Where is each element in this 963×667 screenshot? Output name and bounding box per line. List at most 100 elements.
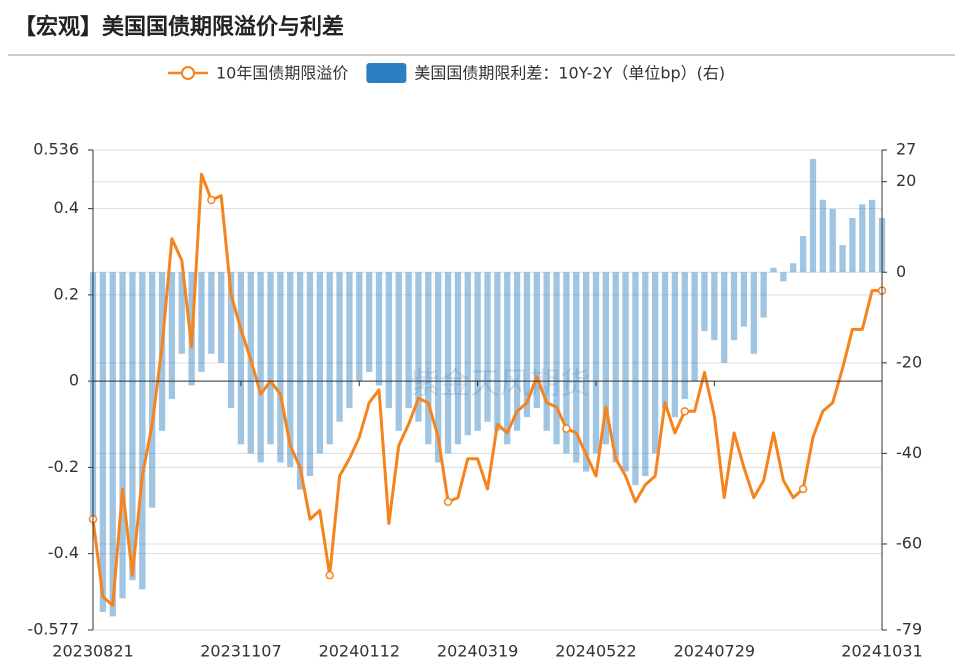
- legend-swatch: [366, 63, 407, 83]
- bar: [652, 272, 659, 454]
- bar: [780, 272, 787, 282]
- y-tick-label: 0.4: [54, 198, 79, 217]
- bar: [139, 272, 146, 590]
- legend-label: 10年国债期限溢价: [216, 64, 348, 83]
- legend-marker: [181, 66, 195, 80]
- bar: [602, 272, 610, 445]
- x-tick-label: 20240729: [674, 642, 755, 661]
- bar: [405, 272, 412, 409]
- line: [91, 172, 882, 607]
- watermark: 紫金天风期货: [410, 367, 590, 402]
- bar: [316, 272, 323, 454]
- bar: [198, 272, 205, 372]
- y-tick-label: -0.577: [27, 620, 79, 639]
- bar: [839, 245, 846, 273]
- bar: [622, 272, 629, 472]
- bar: [612, 272, 619, 463]
- y2-tick-label: 20: [896, 171, 916, 190]
- bar: [681, 272, 688, 400]
- y-tick-label: 0.536: [33, 140, 79, 159]
- bar: [494, 272, 501, 431]
- bar: [513, 272, 521, 431]
- bar: [257, 272, 264, 463]
- bar: [592, 272, 600, 454]
- bar: [415, 272, 422, 422]
- bar: [819, 199, 826, 273]
- bar: [435, 272, 442, 463]
- bar: [859, 204, 866, 273]
- bar: [356, 272, 363, 381]
- bar: [523, 272, 531, 418]
- bar: [799, 236, 807, 273]
- bar: [632, 272, 639, 486]
- y2-tick-label: -79: [896, 620, 922, 639]
- bar: [504, 272, 511, 445]
- bar: [563, 272, 570, 454]
- bar: [365, 272, 373, 372]
- bar: [721, 272, 728, 363]
- bar: [484, 272, 491, 422]
- bar: [671, 272, 679, 418]
- bar: [740, 272, 748, 327]
- bar: [346, 272, 353, 409]
- x-tick-label: 20240112: [319, 642, 400, 661]
- y2-tick-label: 27: [896, 140, 916, 159]
- bar: [119, 272, 126, 599]
- x-tick-label: 20240522: [555, 642, 636, 661]
- bar: [464, 272, 471, 436]
- y2-tick-label: 0: [896, 262, 906, 281]
- bar: [790, 263, 797, 273]
- bar: [168, 272, 176, 400]
- bar: [149, 272, 156, 508]
- bar: [287, 272, 294, 467]
- bar: [543, 272, 550, 431]
- y2-tick-label: -60: [896, 533, 922, 552]
- bar: [750, 272, 757, 354]
- bar: [277, 272, 284, 463]
- bar: [474, 272, 481, 431]
- y-tick-label: -0.4: [48, 543, 79, 562]
- bar: [444, 272, 452, 454]
- bar: [849, 217, 856, 273]
- bar: [129, 272, 136, 581]
- bar: [326, 272, 333, 445]
- bar: [553, 272, 560, 445]
- bar: [730, 272, 738, 341]
- x-tick-label: 20241031: [841, 642, 922, 661]
- bar: [208, 272, 215, 354]
- bar: [701, 272, 708, 332]
- x-tick-label: 20231107: [200, 642, 281, 661]
- bar: [454, 272, 462, 445]
- bar: [385, 272, 393, 409]
- line-point: [798, 484, 808, 494]
- bar: [109, 272, 116, 617]
- bar: [809, 159, 817, 273]
- bar: [661, 272, 669, 409]
- bar: [336, 272, 343, 422]
- line-point: [680, 407, 689, 416]
- y-tick-label: -0.2: [48, 457, 79, 476]
- bar: [582, 272, 590, 472]
- line-point: [562, 424, 571, 433]
- y2-tick-label: -40: [896, 443, 922, 462]
- bar: [533, 272, 540, 409]
- x-tick-label: 20230821: [52, 642, 133, 661]
- y2-tick-label: -20: [896, 352, 922, 371]
- bar: [760, 272, 767, 318]
- bar: [237, 272, 245, 445]
- bar: [425, 272, 432, 445]
- chart-title: 【宏观】美国国债期限溢价与利差: [14, 14, 344, 40]
- line-point: [443, 497, 453, 507]
- bar: [642, 272, 649, 477]
- bar: [691, 272, 698, 381]
- bar: [711, 272, 718, 341]
- bar: [178, 272, 185, 354]
- bar: [99, 272, 107, 612]
- y-tick-label: 0: [69, 371, 79, 390]
- bar: [306, 272, 314, 477]
- bar: [829, 208, 836, 273]
- bar: [573, 272, 580, 463]
- bar: [267, 272, 274, 445]
- bar: [395, 272, 402, 431]
